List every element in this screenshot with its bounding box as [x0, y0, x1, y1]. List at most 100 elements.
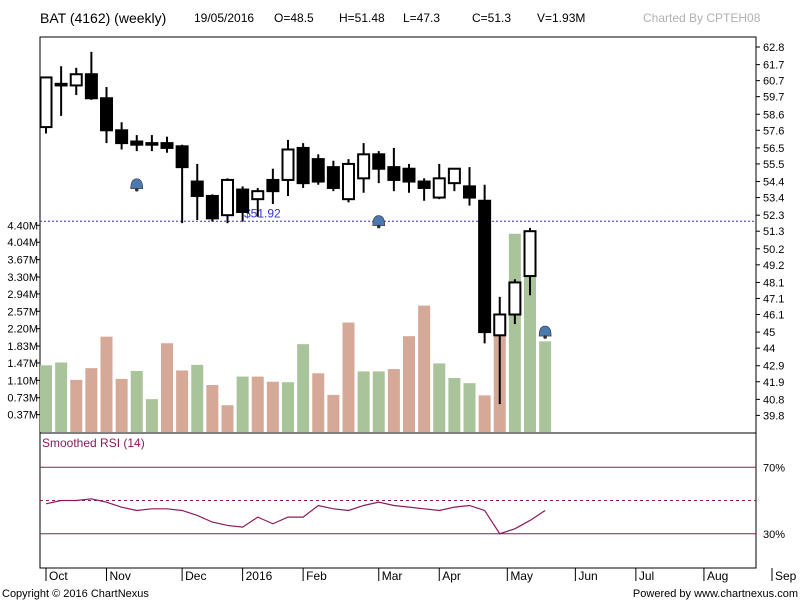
candle-down: [84, 73, 98, 100]
volume-tick-label: 0.37M: [7, 410, 38, 422]
alert-bell-body: [372, 215, 386, 226]
candle-down: [463, 185, 476, 199]
candle-up: [508, 281, 522, 316]
volume-tick-label: 4.04M: [7, 237, 38, 249]
price-tick-label: 40.8: [763, 394, 784, 406]
volume-bar: [463, 383, 476, 432]
candle-up: [447, 167, 461, 185]
price-axis: 62.8 61.7 60.7 59.7 58.6 57.6 56.5 55.5 54.4 53.4…: [756, 42, 784, 422]
volume-bar: [327, 394, 340, 432]
price-tick-label: 48.1: [763, 277, 784, 289]
time-tick-label: Nov: [110, 569, 131, 583]
candle-down: [115, 129, 129, 145]
volume-bar: [191, 364, 204, 432]
alert-bell-icon: [538, 325, 552, 339]
price-tick-label: 44: [763, 343, 775, 355]
volume-tick-label: 2.57M: [7, 306, 38, 318]
price-tick-label: 42.9: [763, 361, 784, 373]
volume-tick-label: 2.20M: [7, 324, 38, 336]
time-tick-label: Oct: [49, 569, 68, 583]
volume-tick-label: 3.30M: [7, 272, 38, 284]
candle-up: [251, 190, 265, 201]
header-date: 19/05/2016: [194, 11, 254, 25]
candle-up: [69, 73, 83, 87]
time-tick-label: Mar: [382, 569, 403, 583]
rsi-line: [45, 498, 546, 535]
candle-down: [478, 199, 492, 334]
rsi-plot: 70% 30%: [40, 462, 785, 541]
time-tick-label: Jun: [578, 569, 597, 583]
header-close: C=51.3: [472, 11, 511, 25]
rsi-panel-title: Smoothed RSI (14): [42, 436, 145, 450]
candle-up: [221, 178, 234, 217]
price-tick-label: 59.7: [763, 92, 784, 104]
volume-bar: [524, 265, 536, 432]
volume-bar: [372, 371, 385, 432]
candle-down: [100, 97, 113, 132]
alert-bell-icon: [372, 215, 386, 229]
time-tick-label: 2016: [246, 569, 273, 583]
price-tick-label: 46.1: [763, 309, 784, 321]
candle-down: [326, 166, 340, 189]
alert-bell-clapper: [134, 187, 139, 192]
powered-by-link[interactable]: Powered by www.chartnexus.com: [633, 588, 798, 600]
volume-tick-label: 3.67M: [7, 255, 38, 267]
time-tick-label: Dec: [185, 569, 206, 583]
volume-bar: [418, 305, 431, 432]
time-tick-label: Sep: [775, 569, 797, 583]
rsi-level-label: 70%: [763, 462, 785, 474]
volume-bar: [312, 373, 325, 432]
volume-bar: [100, 336, 113, 432]
candle-up: [281, 148, 295, 181]
volume-bar: [130, 370, 143, 432]
volume-bar: [40, 365, 52, 432]
volume-tick-label: 4.40M: [7, 220, 38, 232]
price-tick-label: 47.1: [763, 293, 784, 305]
candle-up: [493, 313, 507, 337]
volume-bar: [266, 381, 279, 432]
volume-bar: [206, 385, 219, 432]
header-open: O=48.5: [274, 11, 314, 25]
header-high: H=51.48: [339, 11, 385, 25]
candle-up: [342, 162, 355, 201]
volume-bar: [115, 378, 128, 432]
time-axis: Oct Nov Dec 2016 Feb Mar Apr May Jun Jul Aug Sep: [40, 567, 797, 583]
time-tick-label: Feb: [306, 569, 327, 583]
volume-bar: [342, 322, 355, 432]
time-tick-label: May: [510, 569, 533, 583]
candle-down: [190, 180, 204, 197]
candle-down: [372, 153, 386, 170]
volume-tick-label: 1.10M: [7, 375, 38, 387]
candle-down: [266, 178, 280, 193]
candle-up: [357, 153, 371, 180]
time-tick-label: Aug: [707, 569, 728, 583]
volume-bar: [55, 362, 68, 432]
header-low: L=47.3: [403, 11, 440, 25]
candle-down: [205, 194, 219, 220]
header-volume: V=1.93M: [537, 11, 585, 25]
volume-bar: [282, 382, 294, 432]
price-tick-label: 50.2: [763, 244, 784, 256]
volume-bar: [478, 395, 491, 432]
candle-down: [387, 166, 401, 181]
volume-bar: [403, 336, 415, 432]
volume-bar: [433, 363, 446, 432]
candle-up: [432, 177, 446, 199]
price-tick-label: 56.5: [763, 143, 784, 155]
volume-bar: [85, 368, 98, 432]
alert-bell-body: [538, 325, 552, 337]
price-tick-label: 53.4: [763, 193, 784, 205]
support-line-label: $51.92: [244, 206, 281, 220]
price-tick-label: 58.6: [763, 109, 784, 121]
volume-bar: [236, 376, 249, 432]
support-line-group: $51.92: [40, 206, 756, 222]
candle-down: [236, 188, 250, 213]
volume-bar: [508, 233, 521, 432]
chart-title: BAT (4162) (weekly): [40, 10, 166, 26]
candle-down: [54, 82, 68, 87]
volume-bar: [145, 399, 158, 432]
volume-bar: [448, 377, 461, 432]
volume-bar: [221, 405, 234, 432]
rsi-level-label: 30%: [763, 529, 785, 541]
